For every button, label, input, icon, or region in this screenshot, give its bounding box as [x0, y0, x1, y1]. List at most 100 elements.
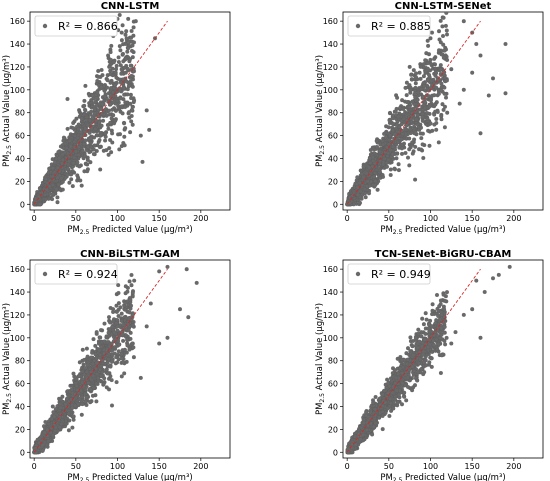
scatter-point — [119, 38, 124, 43]
scatter-point — [124, 350, 129, 355]
scatter-point — [77, 108, 82, 113]
scatter-point — [365, 179, 370, 184]
scatter-point — [109, 150, 114, 155]
scatter-point — [421, 156, 426, 161]
scatter-point — [396, 162, 401, 167]
scatter-point — [411, 68, 416, 73]
scatter-point — [123, 126, 128, 131]
scatter-point — [421, 62, 426, 67]
x-axis-label: PM2.5 Predicted Value (μg/m³) — [380, 225, 505, 236]
scatter-point — [67, 139, 72, 144]
scatter-point — [442, 91, 447, 96]
y-tick-label: 120 — [323, 63, 338, 72]
scatter-point — [412, 137, 417, 142]
scatter-point — [413, 109, 418, 114]
scatter-point — [407, 105, 412, 110]
scatter-point — [445, 57, 450, 62]
scatter-point — [65, 126, 70, 131]
scatter-point — [126, 16, 131, 21]
scatter-point — [122, 143, 127, 148]
scatter-point — [396, 114, 401, 119]
scatter-point — [380, 174, 385, 179]
scatter-point — [132, 98, 137, 103]
scatter-point — [106, 152, 111, 157]
scatter-point — [413, 130, 418, 135]
scatter-point — [87, 150, 92, 155]
scatter-point — [50, 157, 55, 162]
y-axis-label: PM2.5 Actual Value (μg/m³) — [315, 55, 326, 167]
scatter-point — [426, 94, 431, 99]
scatter-point — [388, 173, 393, 178]
y-tick-label: 20 — [15, 177, 25, 186]
scatter-point — [117, 147, 122, 152]
scatter-point — [91, 147, 96, 152]
scatter-point — [355, 192, 360, 197]
scatter-point — [105, 85, 110, 90]
scatter-point — [443, 23, 448, 28]
scatter-point — [92, 143, 97, 148]
scatter-point — [107, 64, 112, 69]
scatter-point — [65, 96, 70, 101]
scatter-point — [461, 19, 466, 24]
scatter-point — [404, 93, 409, 98]
y-tick-label: 160 — [323, 17, 338, 26]
y-tick-label: 0 — [20, 448, 25, 457]
scatter-point — [87, 130, 92, 135]
chart-title: CNN-BiLSTM-GAM — [80, 249, 180, 260]
scatter-point — [445, 110, 450, 115]
y-tick-label: 80 — [15, 357, 25, 366]
scatter-point — [104, 148, 109, 153]
scatter-point — [111, 113, 116, 118]
scatter-point — [80, 149, 85, 154]
scatter-point — [125, 87, 130, 92]
scatter-point — [122, 371, 127, 376]
scatter-point — [410, 140, 415, 145]
scatter-point — [128, 79, 133, 84]
scatter-point — [93, 343, 98, 348]
x-axis-label: PM2.5 Predicted Value (μg/m³) — [67, 225, 192, 236]
scatter-point — [474, 41, 479, 46]
scatter-point — [82, 142, 87, 147]
scatter-point — [71, 417, 76, 422]
y-tick-label: 120 — [10, 63, 25, 72]
scatter-point — [75, 160, 80, 165]
scatter-point — [83, 83, 88, 88]
scatter-point — [440, 24, 445, 29]
scatter-point — [357, 200, 362, 205]
scatter-point — [427, 72, 432, 77]
scatter-point — [95, 78, 100, 83]
scatter-point — [108, 102, 113, 107]
scatter-point — [124, 29, 129, 34]
scatter-point — [426, 128, 431, 133]
scatter-point — [382, 156, 387, 161]
scatter-point — [371, 174, 376, 179]
scatter-point — [428, 36, 433, 41]
scatter-point — [116, 55, 121, 60]
scatter-point — [94, 96, 99, 101]
scatter-point — [385, 154, 390, 159]
scatter-point — [399, 122, 404, 127]
scatter-point — [408, 88, 413, 93]
scatter-point — [117, 88, 122, 93]
scatter-point — [125, 49, 130, 54]
scatter-point — [102, 94, 107, 99]
scatter-point — [449, 67, 454, 72]
reference-line — [346, 20, 481, 205]
scatter-point — [108, 50, 113, 55]
legend-label: R² = 0.885 — [371, 20, 431, 33]
scatter-point — [380, 142, 385, 147]
scatter-point — [430, 128, 435, 133]
scatter-point — [123, 70, 128, 75]
y-tick-label: 60 — [328, 132, 338, 141]
scatter-point — [123, 56, 128, 61]
scatter-point — [88, 136, 93, 141]
scatter-point — [415, 113, 420, 118]
scatter-point — [390, 113, 395, 118]
scatter-point — [407, 147, 412, 152]
y-tick-label: 0 — [333, 200, 338, 209]
scatter-point — [78, 130, 83, 135]
scatter-point — [72, 134, 77, 139]
scatter-point — [422, 84, 427, 89]
scatter-point — [131, 66, 136, 71]
scatter-point — [377, 149, 382, 154]
